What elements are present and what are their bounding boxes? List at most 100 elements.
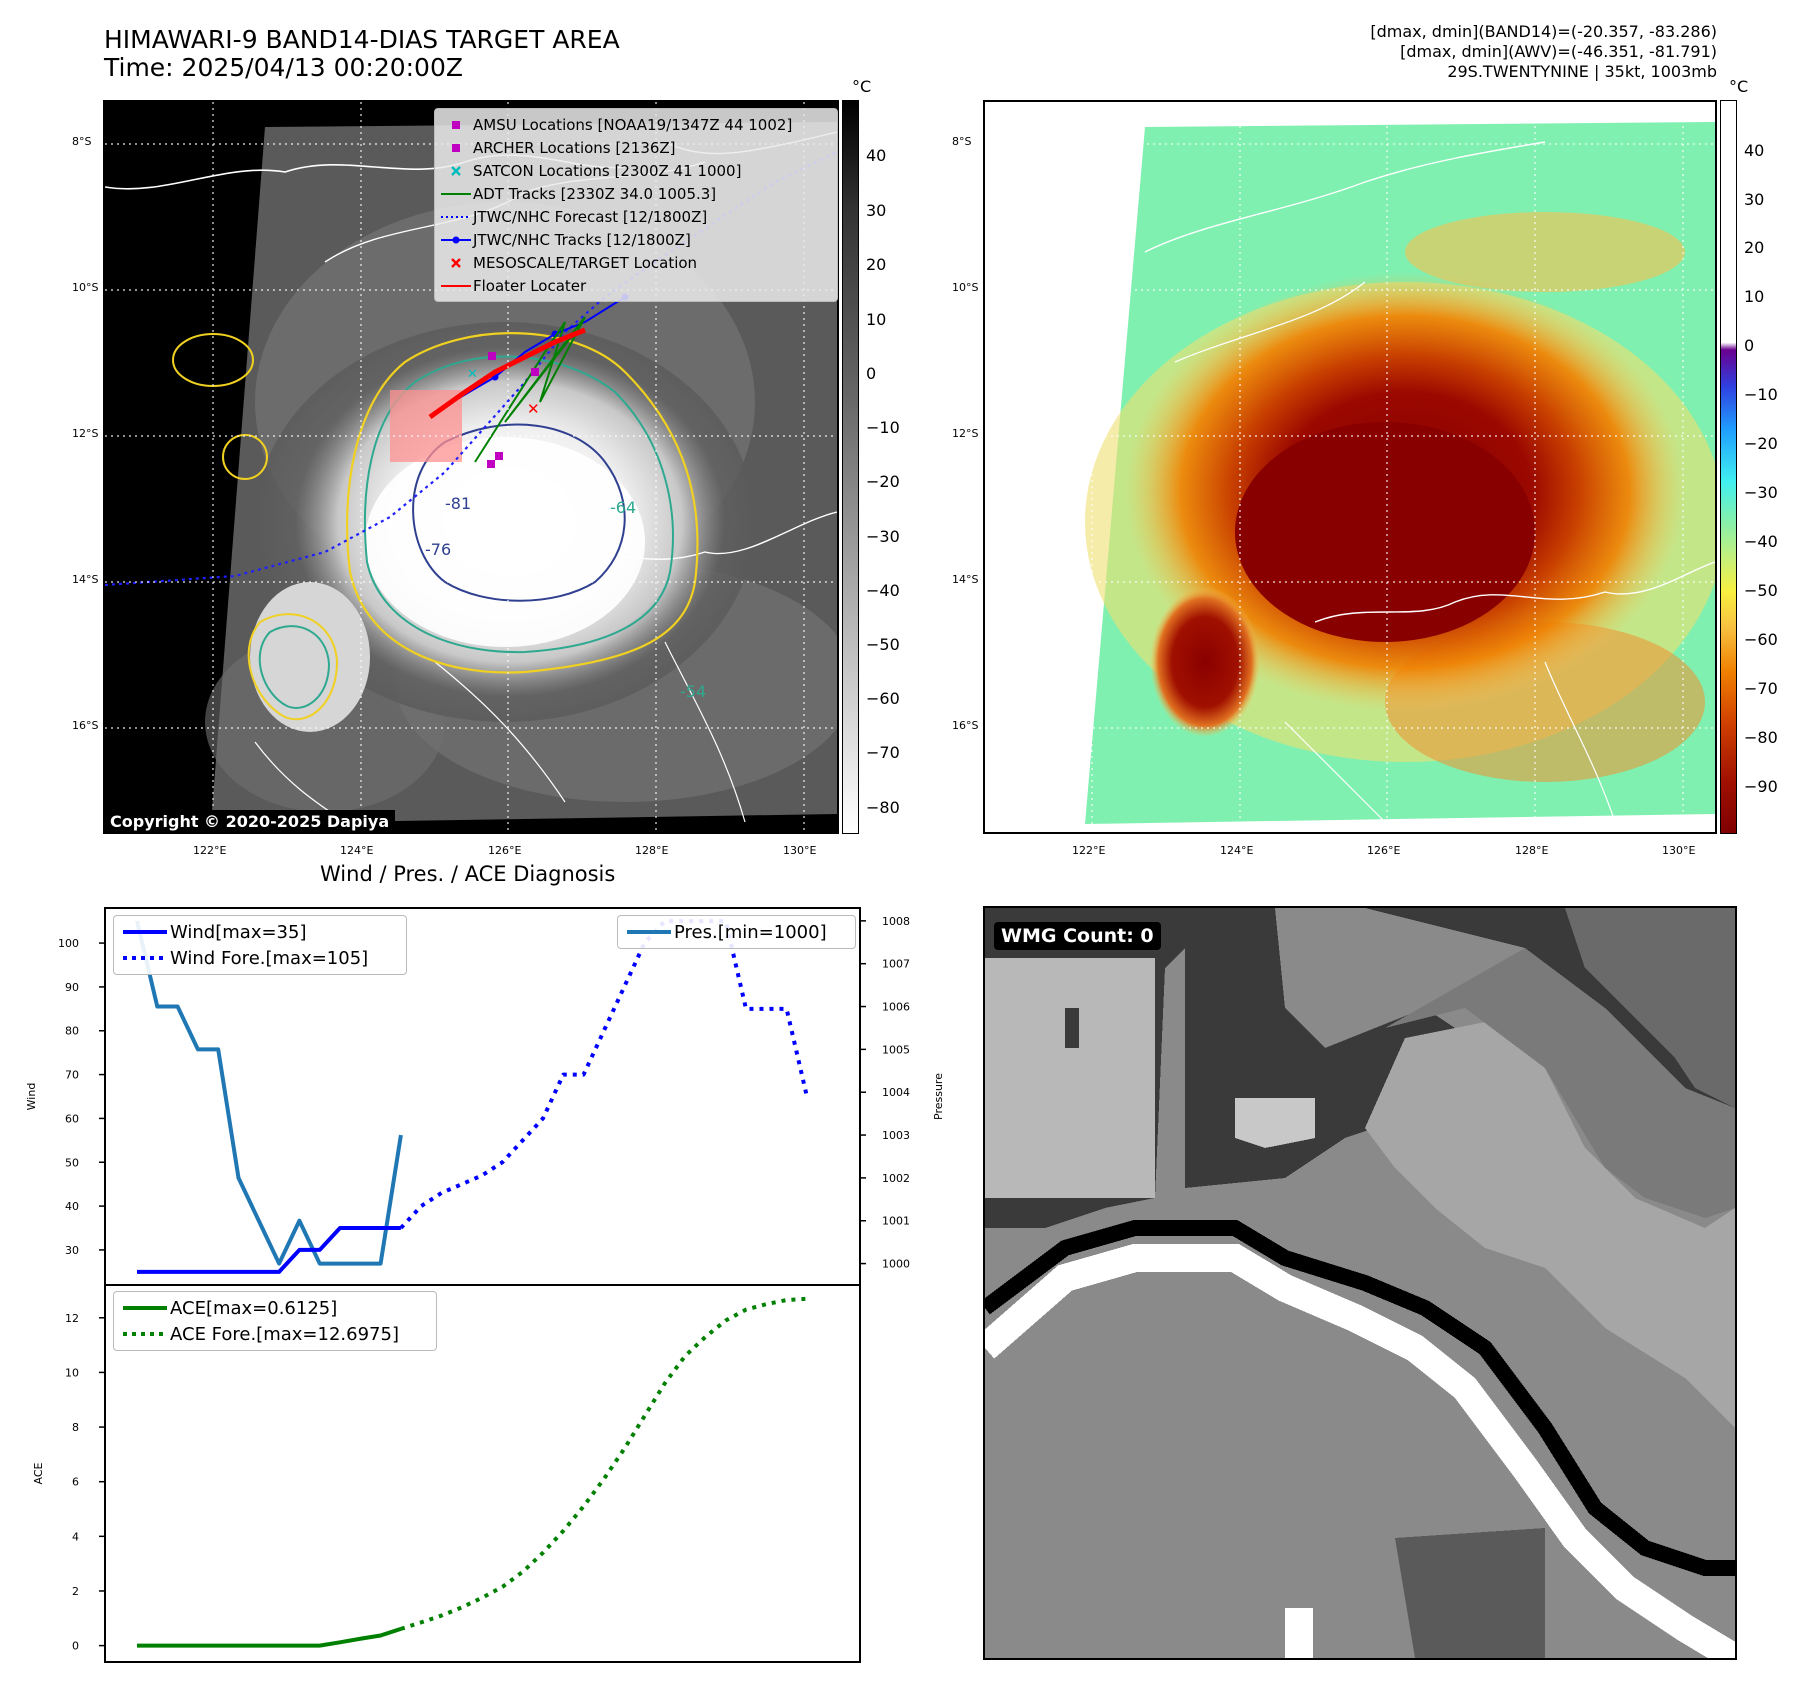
ace-legend-label: ACE[max=0.6125] (170, 1297, 338, 1319)
ace-line (137, 1626, 402, 1648)
pressure-line (135, 920, 403, 1266)
colorbar-right-tick: −90 (1744, 777, 1778, 796)
lat-label: 10°S (72, 281, 99, 294)
ace-legend: ACE[max=0.6125] ACE Fore.[max=12.6975] (113, 1291, 437, 1351)
contour-label: -76 (425, 540, 452, 559)
wmg-black-band (985, 1220, 1735, 1576)
map-legend-item: Floater Locater (439, 274, 833, 297)
colorbar-left-tick: −50 (866, 635, 900, 654)
colorbar-left-tick: −10 (866, 418, 900, 437)
wmg-mid-region (1365, 1018, 1735, 1428)
lat-label: 16°S (72, 719, 99, 732)
map-legend-label: MESOSCALE/TARGET Location (473, 253, 698, 272)
wmg-dark-region (985, 908, 1735, 1108)
contour-teal (363, 355, 674, 654)
pressure-legend-label: Pres.[min=1000] (674, 921, 827, 943)
colorbar-right (1720, 100, 1737, 834)
wmg-light-region (985, 958, 1155, 1198)
ace-ytick-label: 8 (72, 1421, 79, 1434)
wind-ytick-label: 40 (65, 1200, 79, 1213)
pressure-ytick-label: 1008 (882, 915, 910, 928)
colorbar-right-tick: −70 (1744, 679, 1778, 698)
wind-ytick-label: 80 (65, 1025, 79, 1038)
colorbar-left (842, 100, 859, 834)
map-legend: AMSU Locations [NOAA19/1347Z 44 1002] ARC… (434, 108, 838, 302)
map-legend-label: AMSU Locations [NOAA19/1347Z 44 1002] (473, 115, 793, 134)
wind-ytick-label: 30 (65, 1244, 79, 1257)
ace-fore-legend-label: ACE Fore.[max=12.6975] (170, 1323, 399, 1345)
wind-ytick-label: 90 (65, 981, 79, 994)
colorbar-right-tick: −60 (1744, 630, 1778, 649)
legend-marker-icon (439, 119, 473, 131)
lat-label: 8°S (72, 135, 92, 148)
awv-satellite-image (985, 102, 1715, 832)
legend-marker-icon (439, 165, 473, 177)
pressure-ytick-label: 1004 (882, 1086, 910, 1099)
info-line-1: [dmax, dmin](BAND14)=(-20.357, -83.286) (1370, 22, 1717, 41)
wmg-white-band (985, 1244, 1735, 1658)
colorbar-right-tick: 20 (1744, 238, 1765, 257)
colorbar-left-tick: −80 (866, 798, 900, 817)
wmg-image (985, 908, 1735, 1658)
ace-ytick-label: 4 (72, 1530, 79, 1543)
colorbar-left-unit: °C (852, 77, 872, 96)
ace-ytick-label: 10 (65, 1366, 79, 1379)
colorbar-right-tick: −50 (1744, 581, 1778, 600)
lon-label: 124°E (1220, 844, 1254, 857)
map-legend-label: JTWC/NHC Tracks [12/1800Z] (473, 230, 691, 249)
lon-label: 130°E (1662, 844, 1696, 857)
pressure-ytick-label: 1001 (882, 1215, 910, 1228)
colorbar-right-tick: −80 (1744, 728, 1778, 747)
lat-label: 12°S (952, 427, 979, 440)
info-line-2: [dmax, dmin](AWV)=(-46.351, -81.791) (1400, 42, 1717, 61)
pressure-legend: Pres.[min=1000] (617, 915, 856, 949)
map-legend-item: JTWC/NHC Forecast [12/1800Z] (439, 205, 833, 228)
map-legend-label: JTWC/NHC Forecast [12/1800Z] (473, 207, 708, 226)
lon-label: 128°E (635, 844, 669, 857)
wind-ytick-label: 100 (58, 937, 79, 950)
lat-label: 8°S (952, 135, 972, 148)
colorbar-left-tick: 10 (866, 310, 887, 329)
wind-ytick-label: 60 (65, 1112, 79, 1125)
map-legend-item: MESOSCALE/TARGET Location (439, 251, 833, 274)
colorbar-right-tick: −10 (1744, 385, 1778, 404)
secondary-cloud (250, 582, 370, 732)
contour-label: -64 (610, 498, 637, 517)
jtwc-track (434, 296, 626, 413)
legend-marker-icon (439, 211, 473, 223)
info-line-3: 29S.TWENTYNINE | 35kt, 1003mb (1447, 62, 1717, 81)
adt-track (474, 316, 586, 463)
colorbar-left-tick: −30 (866, 527, 900, 546)
wind-ytick-label: 50 (65, 1156, 79, 1169)
diagnosis-title: Wind / Pres. / ACE Diagnosis (320, 862, 616, 886)
contour-label: -54 (680, 682, 707, 701)
colorbar-left-tick: 40 (866, 146, 887, 165)
map-legend-item: JTWC/NHC Tracks [12/1800Z] (439, 228, 833, 251)
diagnosis-chart: 3040506070809010010001001100210031004100… (25, 907, 945, 1663)
title-line-1: HIMAWARI-9 BAND14-DIAS TARGET AREA (104, 25, 620, 54)
lon-label: 128°E (1515, 844, 1549, 857)
pressure-ytick-label: 1002 (882, 1172, 910, 1185)
map-legend-label: SATCON Locations [2300Z 41 1000] (473, 161, 742, 180)
pressure-ytick-label: 1003 (882, 1129, 910, 1142)
colorbar-right-tick: 10 (1744, 287, 1765, 306)
map-legend-label: ARCHER Locations [2136Z] (473, 138, 676, 157)
lat-label: 14°S (952, 573, 979, 586)
legend-marker-icon (439, 188, 473, 200)
colorbar-right-tick: −30 (1744, 483, 1778, 502)
pressure-ytick-label: 1006 (882, 1001, 910, 1014)
contour-label: -81 (445, 494, 472, 513)
wind-forecast-line (399, 919, 809, 1230)
lat-label: 14°S (72, 573, 99, 586)
chart-title: HIMAWARI-9 BAND14-DIAS TARGET AREA Time:… (104, 26, 620, 82)
wind-legend: Wind[max=35] Wind Fore.[max=105] (113, 915, 407, 975)
lon-label: 130°E (783, 844, 817, 857)
floater-locater-track (428, 327, 586, 420)
map-legend-item: SATCON Locations [2300Z 41 1000] (439, 159, 833, 182)
title-line-2: Time: 2025/04/13 00:20:00Z (104, 53, 463, 82)
awv-satellite-panel (983, 100, 1717, 834)
colorbar-left-tick: −40 (866, 581, 900, 600)
awv-secondary-cloud (1150, 587, 1260, 737)
archer-marker (495, 452, 503, 460)
ace-forecast-line (400, 1296, 808, 1631)
